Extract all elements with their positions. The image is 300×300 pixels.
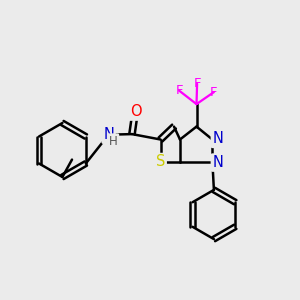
Text: F: F (194, 77, 201, 90)
Text: N: N (212, 155, 223, 170)
Text: S: S (156, 154, 165, 169)
Text: O: O (130, 104, 141, 119)
Text: N: N (103, 127, 114, 142)
Text: N: N (212, 131, 223, 146)
Text: F: F (175, 84, 183, 97)
Text: F: F (210, 85, 218, 99)
Text: H: H (109, 135, 118, 148)
